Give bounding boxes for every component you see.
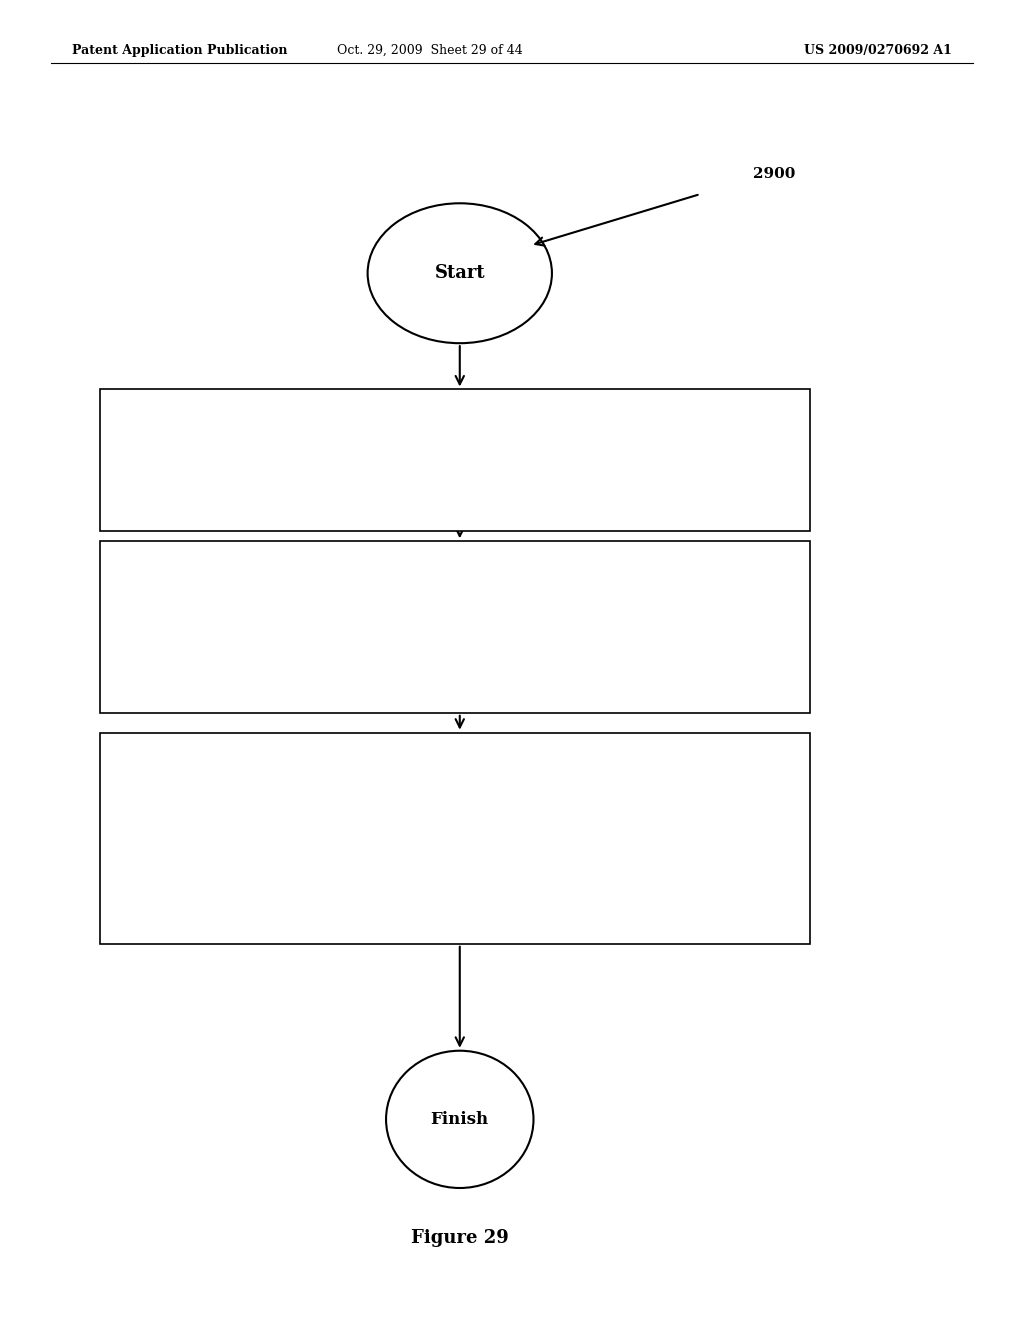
Text: implementing at least one artificial sensory experience to
address the at least : implementing at least one artificial sen… [111, 767, 556, 830]
Text: 2910: 2910 [111, 400, 147, 413]
Text: US 2009/0270692 A1: US 2009/0270692 A1 [805, 44, 952, 57]
Text: Figure 29: Figure 29 [411, 1229, 509, 1247]
Text: searching at least one database at least partly based on at
least one attribute : searching at least one database at least… [111, 424, 554, 454]
Text: 2920: 2920 [111, 552, 147, 565]
Text: Patent Application Publication: Patent Application Publication [72, 44, 287, 57]
Bar [100, 541, 810, 713]
Text: 2930: 2930 [111, 743, 147, 756]
Text: selecting from the at least one database at least one
prescription medication to: selecting from the at least one database… [111, 576, 509, 623]
Text: Start: Start [434, 264, 485, 282]
Text: Oct. 29, 2009  Sheet 29 of 44: Oct. 29, 2009 Sheet 29 of 44 [337, 44, 523, 57]
Text: 2900: 2900 [753, 168, 795, 181]
Text: Finish: Finish [431, 1111, 488, 1127]
Bar [100, 733, 810, 944]
Bar [100, 389, 810, 531]
